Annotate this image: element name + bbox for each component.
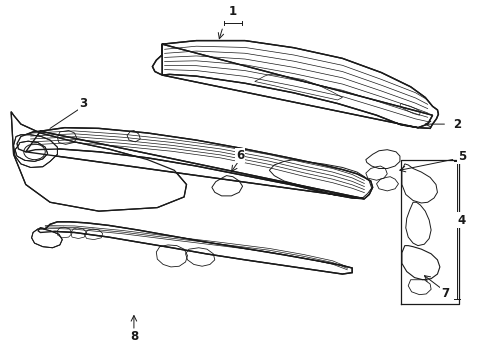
Text: 4: 4 [458, 213, 466, 226]
Text: 8: 8 [130, 330, 138, 343]
Polygon shape [11, 112, 187, 211]
Polygon shape [17, 128, 373, 199]
Text: 7: 7 [441, 287, 450, 301]
Text: 5: 5 [458, 150, 466, 163]
Polygon shape [15, 141, 48, 161]
Text: 1: 1 [229, 5, 237, 18]
Polygon shape [152, 41, 439, 129]
Polygon shape [14, 135, 57, 167]
Text: 6: 6 [236, 149, 244, 162]
Text: 2: 2 [453, 118, 461, 131]
Text: 3: 3 [79, 97, 87, 110]
Polygon shape [31, 229, 62, 248]
Polygon shape [38, 222, 352, 274]
